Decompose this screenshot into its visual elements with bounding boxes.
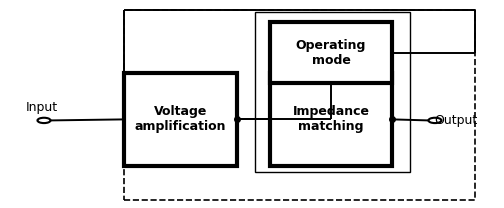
Text: Output: Output (434, 114, 478, 127)
Bar (124, 10, 475, 201)
Text: Input: Input (25, 101, 57, 114)
Text: Operating
mode: Operating mode (296, 39, 366, 67)
Text: Impedance
matching: Impedance matching (292, 105, 369, 133)
Text: Voltage
amplification: Voltage amplification (135, 105, 226, 133)
Bar (255, 12, 410, 172)
Bar (270, 22, 392, 83)
Bar (124, 73, 237, 166)
Bar (270, 73, 392, 166)
